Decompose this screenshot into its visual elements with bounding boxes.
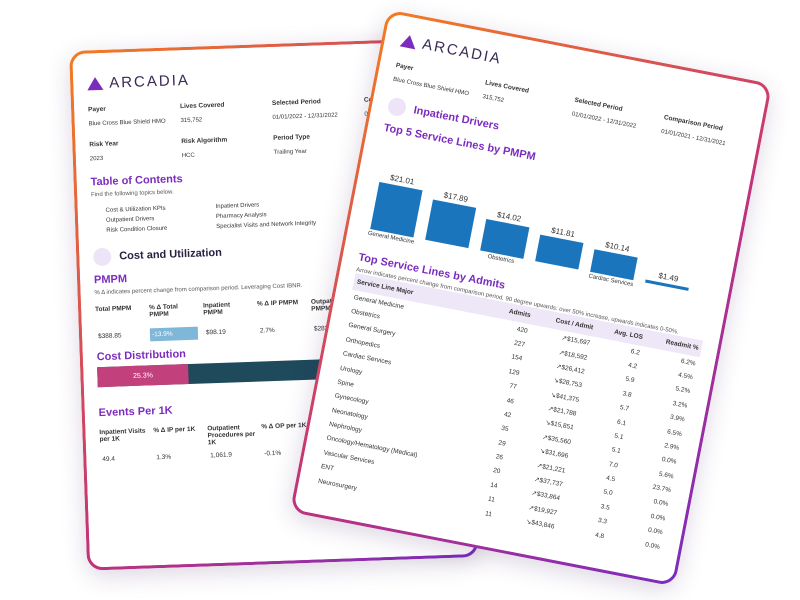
info-field: Payer Blue Cross Blue Shield HMO [393, 62, 477, 98]
info-value: 01/01/2022 - 12/31/2022 [571, 111, 637, 130]
info-value: Trailing Year [273, 148, 307, 156]
category-label [555, 267, 557, 275]
info-field: Risk Year 2023 [89, 138, 172, 162]
kpi-value: 1,061.9 [210, 451, 233, 460]
segment-label: 25.3% [132, 371, 154, 380]
category-label [445, 246, 447, 254]
info-field: Period Type Trailing Year [273, 132, 356, 156]
bar [370, 181, 423, 238]
info-field: Selected Period 01/01/2022 - 12/31/2022 [272, 97, 355, 121]
kpi-value: 2.7% [259, 326, 275, 335]
kpi-label: Inpatient PMPM [202, 301, 231, 317]
kpi-label: Inpatient Visits per 1K [99, 427, 146, 444]
bar [425, 199, 477, 249]
bar-column: $10.14 Cardiac Services [588, 238, 640, 290]
info-field: Lives Covered 315,752 [179, 100, 263, 125]
kpi-label: Total PMPM [94, 304, 132, 314]
info-field: Selected Period 01/01/2022 - 12/31/2022 [571, 97, 655, 133]
logo-text: ARCADIA [108, 71, 191, 92]
kpi-label: % Δ Total PMPM [148, 303, 179, 319]
toc-item: Pharmacy Analysis [215, 212, 267, 220]
distribution-segment: 25.3% [97, 364, 189, 388]
kpi-value: 1.3% [156, 453, 172, 462]
info-label: Lives Covered [179, 101, 225, 111]
info-label: Risk Algorithm [181, 136, 228, 146]
toc-item: Cost & Utilization KPIs [105, 205, 166, 214]
info-label: Payer [87, 105, 106, 114]
info-value: Blue Cross Blue Shield HMO [88, 118, 166, 128]
toc-item: Outpatient Drivers [105, 216, 155, 224]
kpi: % Δ IP PMPM 2.7% [257, 299, 306, 338]
info-field: Payer Blue Cross Blue Shield HMO [88, 104, 171, 128]
kpi-label: % Δ IP PMPM [256, 299, 299, 308]
info-value: 315,752 [180, 117, 203, 125]
logo-text: ARCADIA [420, 35, 504, 68]
section-text: Cost and Utilization [119, 246, 223, 263]
kpi-label: % Δ IP per 1K [153, 425, 196, 435]
toc-item: Risk Condition Closure [106, 225, 168, 234]
kpi-value: 49.4 [102, 455, 116, 464]
kpi: Total PMPM $388.85 [95, 305, 144, 344]
kpi: % Δ IP per 1K 1.3% [153, 426, 202, 465]
info-value: 01/01/2022 - 12/31/2022 [272, 112, 338, 121]
section-text: Inpatient Drivers [412, 104, 501, 133]
kpi: % Δ Total PMPM -13.9% [148, 303, 199, 342]
info-label: Period Type [273, 133, 311, 142]
bar-column: $17.89 [423, 189, 478, 258]
info-field: Lives Covered 315,752 [482, 79, 566, 115]
info-value: 2023 [89, 155, 104, 163]
info-field: Risk Algorithm HCC [181, 135, 264, 160]
bar-column: $11.81 [533, 224, 585, 280]
kpi: Outpatient Procedures per 1K 1,061.9 [207, 424, 256, 463]
info-label: Risk Year [89, 140, 119, 149]
category-label [665, 289, 667, 297]
info-value: HCC [181, 152, 195, 160]
kpi: Inpatient Visits per 1K 49.4 [99, 427, 148, 466]
kpi-label: Outpatient Procedures per 1K [207, 424, 256, 447]
bar-column: $21.01 General Medicine [367, 171, 424, 247]
info-label: Selected Period [271, 98, 321, 107]
bar-column: $1.49 [643, 268, 691, 300]
kpi: Inpatient PMPM $98.19 [203, 301, 252, 340]
kpi-value: -13.9% [149, 326, 199, 342]
bar [535, 234, 584, 270]
kpi-value: $98.19 [205, 328, 226, 337]
toc-item: Inpatient Drivers [215, 202, 260, 210]
info-value: 315,752 [481, 94, 505, 105]
info-value: 01/01/2021 - 12/31/2021 [660, 128, 726, 148]
bar-column: $14.02 Obstetrics [478, 208, 531, 269]
kpi-value: $388.85 [97, 332, 122, 341]
bar [480, 218, 530, 259]
